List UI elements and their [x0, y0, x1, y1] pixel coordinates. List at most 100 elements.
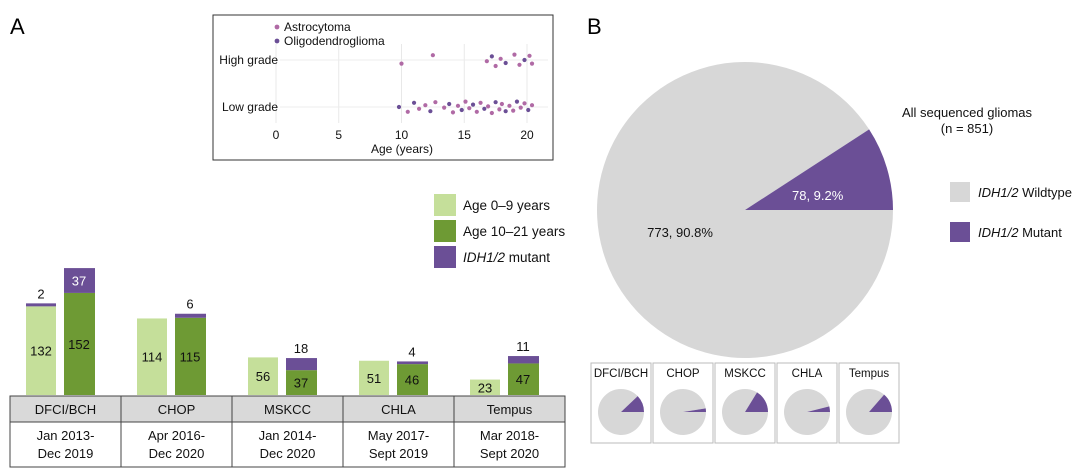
- scatter-point: [405, 109, 410, 114]
- legend-swatch: [434, 220, 456, 242]
- bar-old: [508, 363, 539, 395]
- inset-frame: [212, 14, 554, 161]
- bar-mutant-label: 6: [186, 297, 193, 312]
- scatter-point: [433, 100, 438, 105]
- panel-b-label: B: [587, 14, 602, 39]
- bar-young-label: 23: [478, 380, 492, 395]
- mini-pie-title: MSKCC: [724, 368, 766, 380]
- inset-tick-label: 5: [335, 128, 342, 142]
- scatter-point: [499, 101, 504, 107]
- pie-slice-wildtype: [597, 62, 893, 358]
- bar-old: [175, 317, 206, 395]
- bar-mutant-label: 4: [408, 344, 415, 359]
- mini-pie-wildtype: [598, 389, 644, 436]
- bar-mutant: [175, 313, 206, 318]
- scatter-point: [442, 105, 447, 110]
- age-scatter-inset: 0 5 10 15 20 High grade Low grade Age (years) As…: [212, 14, 554, 161]
- scatter-point: [467, 106, 472, 111]
- scatter-point: [423, 103, 428, 108]
- bar-old-label: 47: [516, 372, 530, 387]
- scatter-point: [411, 100, 417, 105]
- inset-legend-label: Astrocytoma: [284, 20, 351, 34]
- bar-old: [64, 292, 95, 395]
- bar-young-label: 132: [30, 344, 52, 359]
- bar-mutant: [397, 361, 428, 365]
- bar-mutant: [286, 358, 317, 371]
- scatter-point: [484, 59, 489, 64]
- scatter-point: [507, 103, 512, 108]
- inset-tick-label: 20: [520, 128, 534, 142]
- inset-legend-dot: [274, 24, 280, 30]
- scatter-point: [430, 53, 435, 58]
- pie-legend-italic: IDH1/2: [978, 225, 1019, 240]
- scatter-point: [485, 104, 491, 109]
- inset-legend-label: Oligodendroglioma: [284, 34, 385, 48]
- bar-legend: Age 0–9 years Age 10–21 years IDH1/2 mutan…: [434, 194, 565, 268]
- site-table: DFCI/BCH Jan 2013- Dec 2019 CHOP Apr 2016- De…: [9, 395, 566, 468]
- table-site-name: DFCI/BCH: [35, 402, 96, 417]
- inset-tick-label: 10: [395, 128, 409, 142]
- bar-mutant-label: 11: [516, 339, 530, 354]
- mini-pie-mutant: [745, 392, 768, 412]
- scatter-point: [447, 101, 452, 107]
- mini-pie-mutant: [683, 408, 706, 412]
- mini-pie-title: Tempus: [849, 368, 890, 380]
- scatter-point: [450, 110, 456, 115]
- table-date-start: May 2017-: [368, 428, 429, 443]
- scatter-point: [416, 106, 422, 111]
- mini-pie-title: CHOP: [666, 368, 700, 380]
- inset-tick-label: 15: [458, 128, 472, 142]
- scatter-point: [428, 109, 433, 114]
- institution-mini-pies: DFCI/BCH CHOP MSKCC CHLA Tempus: [590, 362, 900, 444]
- mini-pie-wildtype: [784, 388, 830, 435]
- scatter-point: [522, 57, 527, 63]
- bar-chart: 132 2 152 37 114 115 6 56 37 18 51 46 4 23 47 11: [26, 268, 539, 395]
- pie-title: All sequenced gliomas: [902, 105, 1033, 120]
- pie-label-mutant: 78, 9.2%: [792, 188, 844, 203]
- bar-old: [286, 370, 317, 395]
- bar-mutant: [64, 268, 95, 293]
- pie-legend-italic: IDH1/2: [978, 185, 1019, 200]
- scatter-point: [498, 56, 503, 61]
- scatter-point: [514, 99, 520, 104]
- legend-label: Age 10–21 years: [463, 224, 565, 239]
- inset-xlabel: Age (years): [371, 142, 433, 156]
- legend-label: Age 0–9 years: [463, 198, 550, 213]
- table-date-start: Jan 2014-: [259, 428, 317, 443]
- mini-pie-title: DFCI/BCH: [594, 368, 648, 380]
- bar-old-label: 46: [405, 373, 419, 388]
- scatter-point: [455, 103, 461, 108]
- pie-label-wildtype: 773, 90.8%: [647, 225, 713, 240]
- inset-grade-label: High grade: [219, 53, 278, 67]
- bar-young: [359, 360, 389, 395]
- scatter-point: [489, 110, 494, 116]
- scatter-point: [474, 109, 479, 114]
- inset-grade-label: Low grade: [222, 100, 278, 114]
- panel-a-label: A: [10, 14, 25, 39]
- pie-legend: All sequenced gliomas(n = 851) IDH1/2 Wil…: [902, 105, 1072, 242]
- scatter-point: [526, 107, 531, 113]
- pie-legend-rest: Wildtype: [1018, 185, 1071, 200]
- scatter-point: [503, 60, 508, 66]
- table-date-end: Dec 2020: [149, 446, 205, 461]
- legend-label-mutant: IDH1/2 mutant: [463, 250, 550, 265]
- table-date-row: [9, 421, 566, 468]
- scatter-point: [489, 54, 494, 59]
- table-date-end: Dec 2019: [38, 446, 94, 461]
- bar-young-mutant: [26, 303, 56, 307]
- scatter-point: [478, 100, 483, 105]
- table-site-name: CHLA: [381, 402, 416, 417]
- scatter-point: [459, 107, 464, 113]
- table-date-end: Dec 2020: [260, 446, 316, 461]
- scatter-point: [470, 102, 476, 107]
- mini-pie-wildtype: [722, 388, 768, 435]
- table-date-end: Sept 2019: [369, 446, 428, 461]
- legend-swatch-mutant: [434, 246, 456, 268]
- legend-label-mutant-rest: mutant: [505, 250, 550, 265]
- pie-legend-swatch: [950, 182, 970, 202]
- main-pie-chart: 78, 9.2% 773, 90.8%: [597, 62, 893, 358]
- bar-young: [137, 318, 167, 395]
- inset-tick-label: 0: [273, 128, 280, 142]
- pie-slice-mutant: [745, 129, 893, 210]
- scatter-point: [482, 106, 487, 111]
